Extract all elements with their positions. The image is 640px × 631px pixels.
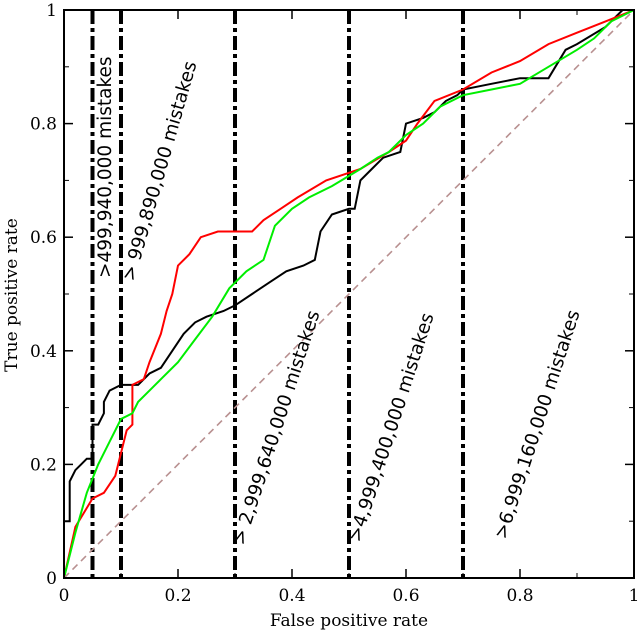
- threshold-label-1: >499,940,000 mistakes: [95, 56, 116, 278]
- x-tick-label: 0.4: [278, 586, 305, 606]
- x-tick-label: 0: [59, 586, 70, 606]
- y-tick-label: 0.4: [30, 342, 57, 362]
- diagonal-reference-line: [63, 9, 635, 579]
- roc-curve-2: [63, 9, 635, 579]
- threshold-label-2: > 999,890,000 mistakes: [119, 59, 202, 283]
- x-tick-label: 0.6: [392, 586, 419, 606]
- y-tick-label: 1: [46, 1, 57, 21]
- roc-curve-3: [63, 9, 635, 579]
- threshold-label-5: >6,999,160,000 mistakes: [491, 308, 585, 542]
- threshold-label-4: >4,999,400,000 mistakes: [345, 311, 439, 545]
- y-tick-label: 0: [46, 569, 57, 589]
- threshold-label-3: > 2,999,640,000 mistakes: [229, 308, 325, 548]
- y-tick-label: 0.2: [30, 455, 57, 475]
- y-tick-label: 0.6: [30, 228, 57, 248]
- y-axis-title: True positive rate: [2, 218, 22, 372]
- x-tick-label: 0.8: [506, 586, 533, 606]
- x-tick-label: 1: [629, 586, 640, 606]
- y-tick-label: 0.8: [30, 115, 57, 135]
- x-axis-title: False positive rate: [270, 611, 428, 631]
- plot-area: 0 0.2 0.4 0.6 0.8 1 0 0.2 0.4 0.6 0.8 1: [30, 1, 639, 606]
- x-tick-label: 0.2: [164, 586, 191, 606]
